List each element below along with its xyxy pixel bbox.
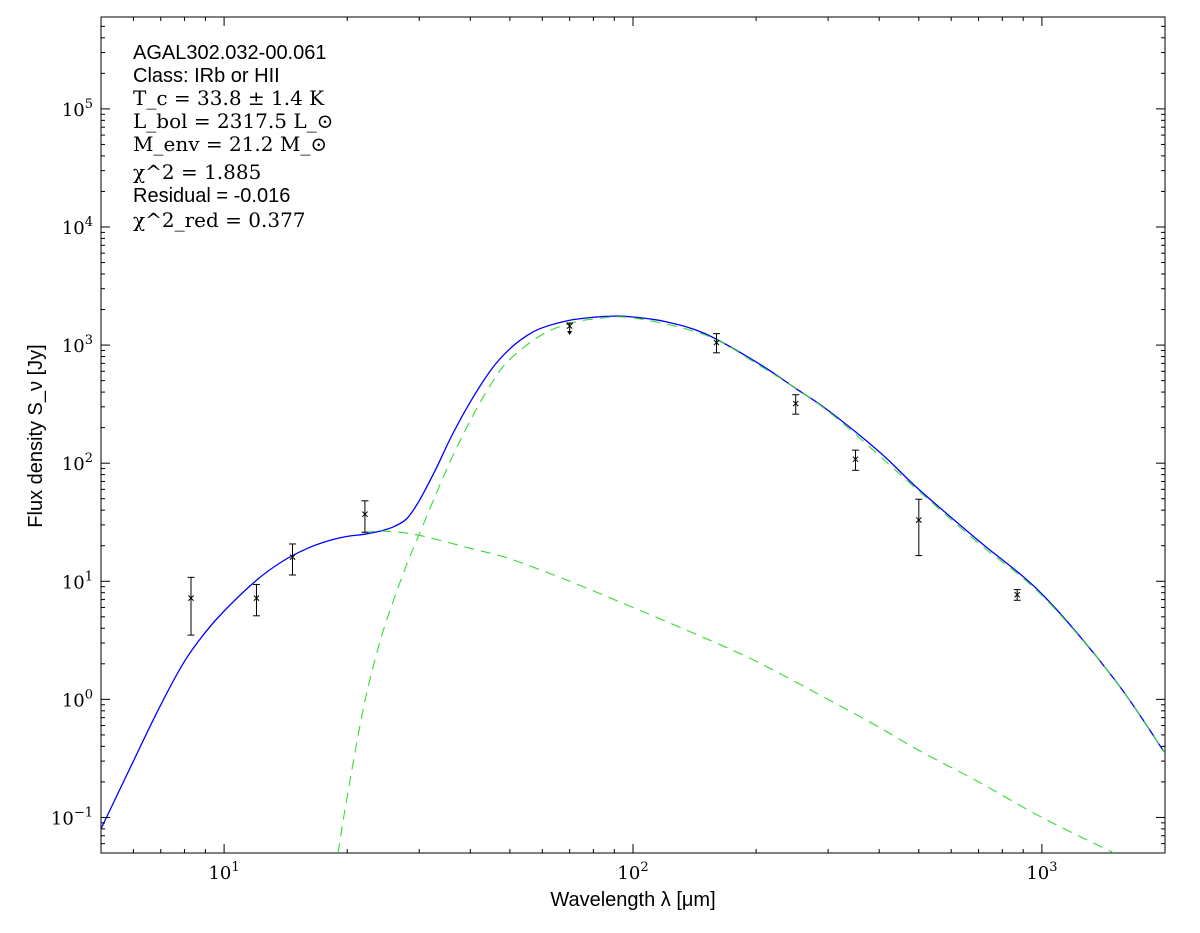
x-axis-title-text: Wavelength λ [μm] [550,889,715,911]
data-point [792,394,800,415]
series-model-component-warm [364,530,1115,853]
fit-annotations: AGAL302.032-00.061 Class: IRb or HII T_c… [133,42,333,232]
point-marker [1014,591,1021,598]
x-tick-label: 103 [1026,860,1057,884]
y-tick-label: 100 [62,687,93,711]
y-tick-label: 104 [62,215,93,239]
series-model-component-cold [337,316,1165,853]
data-point [915,498,923,557]
point-marker [915,517,922,523]
x-axis-title: Wavelength λ [μm] [550,889,715,911]
y-tick-exponent: 2 [85,451,93,466]
annotation-source: AGAL302.032-00.061 [133,42,327,64]
x-tick-base: 10 [1026,863,1049,884]
y-tick-base: 10 [51,808,74,829]
data-point [1013,589,1021,601]
point-marker [289,554,296,561]
data-point [187,576,195,636]
data-points [187,322,1021,636]
annotation-lbol: L_bol = 2317.5 L_⊙ [133,109,333,133]
y-axis-title-text: Flux density S_ν [Jy] [25,344,47,527]
annotation-class: Class: IRb or HII [133,65,280,87]
x-tick-label: 102 [617,860,648,884]
x-tick-base: 10 [208,863,231,884]
point-marker [566,323,573,329]
axis-ticks [100,16,1166,854]
annotation-tc: T_c = 33.8 ± 1.4 K [133,86,325,110]
point-marker [792,400,799,407]
y-tick-label: 103 [62,333,93,357]
y-axis-title: Flux density S_ν [Jy] [25,344,47,527]
y-tick-label: 101 [62,569,93,593]
data-point [851,449,859,471]
y-tick-label: 105 [62,97,93,121]
y-tick-base: 10 [62,336,85,357]
x-tick-exponent: 2 [640,860,648,875]
y-tick-base: 10 [62,690,85,711]
data-point [252,583,260,617]
y-tick-base: 10 [62,218,85,239]
x-tick-base: 10 [617,863,640,884]
series-model-total [101,315,1165,830]
x-tick-label: 101 [208,860,239,884]
annotation-chi2: χ^2 = 1.885 [133,160,261,184]
y-tick-exponent: 3 [85,333,93,348]
annotation-chi2red: χ^2_red = 0.377 [133,208,306,232]
upper-limit-arrow [567,331,573,336]
y-tick-exponent: 1 [85,569,93,584]
y-tick-label: 102 [62,451,93,475]
y-tick-label: 10−1 [51,805,93,829]
y-tick-exponent: −1 [74,805,93,820]
point-marker [188,595,194,602]
data-point [361,500,369,533]
data-point [566,322,574,336]
y-tick-exponent: 4 [85,215,93,230]
point-marker [713,339,720,346]
data-point [712,333,720,354]
x-tick-exponent: 1 [231,860,239,875]
data-point [289,543,297,576]
y-tick-exponent: 5 [85,97,93,112]
model-curves [101,315,1165,853]
y-tick-base: 10 [62,454,85,475]
x-tick-exponent: 3 [1049,860,1057,875]
y-tick-base: 10 [62,100,85,121]
annotation-residual: Residual = -0.016 [133,185,290,207]
point-marker [852,456,859,463]
annotation-menv: M_env = 21.2 M_⊙ [133,132,327,156]
y-tick-exponent: 0 [85,687,93,702]
y-tick-base: 10 [62,572,85,593]
point-marker [361,511,368,518]
point-marker [253,595,260,602]
